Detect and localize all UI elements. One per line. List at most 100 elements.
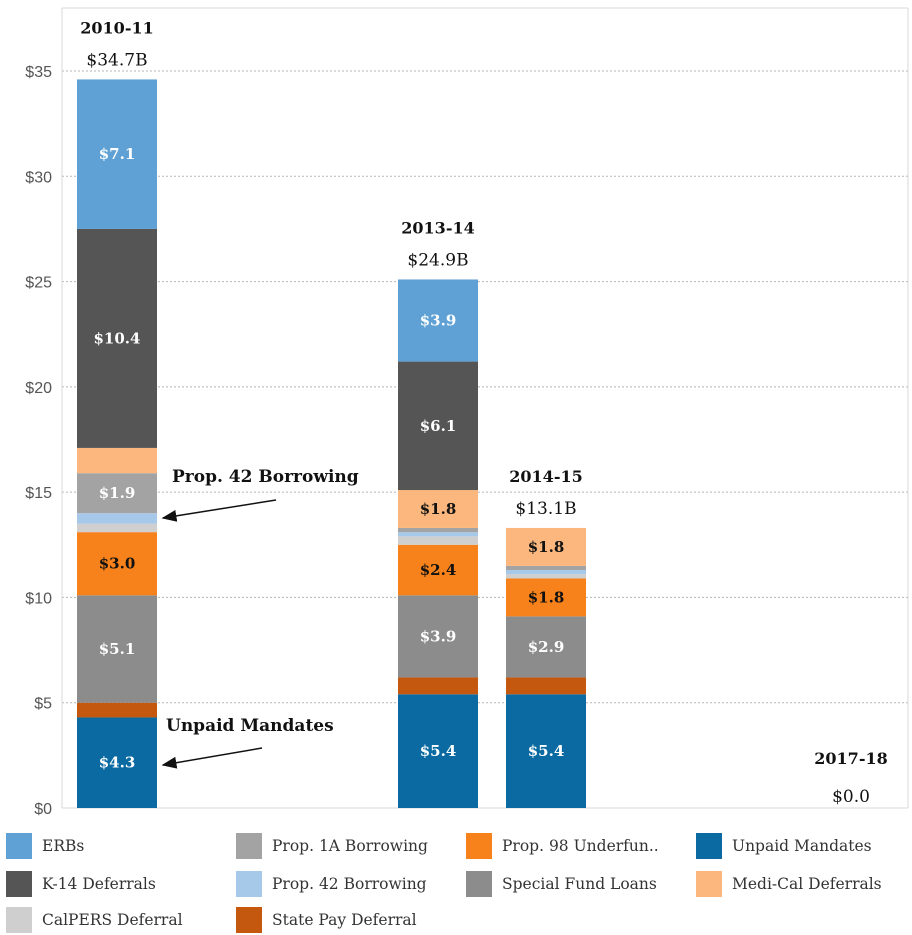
- category-label: 2017-18: [814, 749, 887, 768]
- data-label: $1.8: [420, 500, 457, 518]
- bar-segment: [506, 570, 586, 575]
- data-label: $2.9: [528, 638, 565, 656]
- data-label: $5.4: [528, 742, 565, 760]
- legend-label: Prop. 98 Underfun..: [502, 837, 659, 855]
- legend-item: ERBs: [6, 832, 84, 860]
- data-label: $4.3: [99, 754, 136, 772]
- data-label: $1.9: [99, 484, 136, 502]
- data-label: $5.1: [99, 640, 136, 658]
- legend-label: Prop. 1A Borrowing: [272, 837, 428, 855]
- legend-item: Prop. 1A Borrowing: [236, 832, 428, 860]
- data-label: $1.8: [528, 538, 565, 556]
- data-label: $3.9: [420, 312, 457, 330]
- bar-segment: [506, 694, 586, 808]
- data-label: $10.4: [94, 329, 141, 347]
- bar-segment: [398, 677, 478, 695]
- legend-swatch: [236, 871, 262, 897]
- bar-segment: [506, 565, 586, 571]
- legend-label: K-14 Deferrals: [42, 875, 156, 893]
- bar-segment: [506, 616, 586, 678]
- bar-segment: [77, 532, 157, 596]
- bar-segment: [506, 574, 586, 579]
- legend-swatch: [466, 833, 492, 859]
- annotation-arrow: [161, 499, 277, 522]
- bar-segment: [398, 527, 478, 533]
- stacked-bar-chart: $0$5$10$15$20$25$30$35 $4.3$5.1$3.0$1.9$…: [25, 7, 909, 818]
- y-tick-label: $25: [25, 275, 52, 292]
- legend-swatch: [6, 871, 32, 897]
- bar-segment: [398, 544, 478, 596]
- legend-swatch: [696, 871, 722, 897]
- annotation-label: Unpaid Mandates: [166, 716, 334, 736]
- annotations: Prop. 42 Borrowing Unpaid Mandates: [161, 467, 359, 769]
- bar-segment: [77, 702, 157, 718]
- category-label: 2010-11: [80, 18, 153, 37]
- data-label: $3.9: [420, 627, 457, 645]
- annotation-arrow: [161, 747, 263, 769]
- bar-segment: [77, 513, 157, 524]
- bar-segment: [398, 490, 478, 528]
- legend-swatch: [696, 833, 722, 859]
- legend-item: Prop. 98 Underfun..: [466, 832, 659, 860]
- data-label: $5.4: [420, 742, 457, 760]
- legend-swatch: [6, 833, 32, 859]
- bar-segment: [77, 523, 157, 533]
- bar-segment: [398, 279, 478, 362]
- legend-label: Unpaid Mandates: [732, 837, 872, 855]
- bar-labels: $4.3 $5.1 $3.0 $1.9 $10.4 $7.1 2010-11 $34.7B $5…: [80, 18, 887, 807]
- legend-label: State Pay Deferral: [272, 911, 417, 929]
- bar-segment: [77, 228, 157, 448]
- data-label: $2.4: [420, 561, 457, 579]
- legend: ERBs Prop. 1A Borrowing Prop. 98 Underfun.…: [6, 826, 906, 934]
- y-tick-label: $20: [25, 380, 52, 397]
- annotation-label: Prop. 42 Borrowing: [172, 467, 359, 487]
- legend-item: Prop. 42 Borrowing: [236, 870, 427, 898]
- legend-label: Special Fund Loans: [502, 875, 657, 893]
- bar-segment: [398, 595, 478, 678]
- data-label: $7.1: [99, 145, 136, 163]
- legend-label: CalPERS Deferral: [42, 911, 183, 929]
- bar-segment: [506, 578, 586, 617]
- legend-item: Special Fund Loans: [466, 870, 657, 898]
- y-axis: $0 $5 $10 $15 $20 $25 $30 $35: [25, 7, 909, 818]
- y-tick-label: $30: [25, 169, 52, 186]
- bar-segment: [77, 473, 157, 514]
- total-label: $13.1B: [515, 499, 576, 519]
- total-label: $0.0: [832, 787, 870, 807]
- legend-swatch: [6, 907, 32, 933]
- y-tick-label: $5: [34, 696, 52, 713]
- y-tick-label: $35: [25, 64, 52, 81]
- legend-label: Prop. 42 Borrowing: [272, 875, 427, 893]
- bar-segment: [77, 717, 157, 808]
- y-tick-label: $10: [25, 590, 52, 607]
- data-label: $3.0: [99, 555, 136, 573]
- bar-segment: [398, 536, 478, 545]
- bar-segment: [506, 527, 586, 566]
- legend-item: Medi-Cal Deferrals: [696, 870, 882, 898]
- category-label: 2014-15: [509, 467, 582, 486]
- total-label: $34.7B: [86, 50, 147, 70]
- data-label: $1.8: [528, 588, 565, 606]
- legend-swatch: [236, 907, 262, 933]
- bar-segment: [398, 694, 478, 808]
- legend-swatch: [236, 833, 262, 859]
- y-tick-label: $0: [34, 801, 52, 818]
- legend-label: Medi-Cal Deferrals: [732, 875, 882, 893]
- category-label: 2013-14: [401, 218, 474, 237]
- y-tick-label: $15: [25, 485, 52, 502]
- bar-segment: [77, 447, 157, 474]
- bar-segment: [77, 79, 157, 229]
- total-label: $24.9B: [407, 250, 468, 270]
- legend-item: Unpaid Mandates: [696, 832, 872, 860]
- bars: [77, 79, 586, 808]
- legend-item: CalPERS Deferral: [6, 906, 183, 934]
- legend-label: ERBs: [42, 837, 85, 855]
- legend-item: K-14 Deferrals: [6, 870, 156, 898]
- bar-segment: [398, 361, 478, 491]
- bar-segment: [506, 677, 586, 695]
- data-label: $6.1: [420, 417, 457, 435]
- legend-swatch: [466, 871, 492, 897]
- bar-segment: [398, 532, 478, 537]
- legend-item: State Pay Deferral: [236, 906, 417, 934]
- gridlines: [62, 70, 908, 704]
